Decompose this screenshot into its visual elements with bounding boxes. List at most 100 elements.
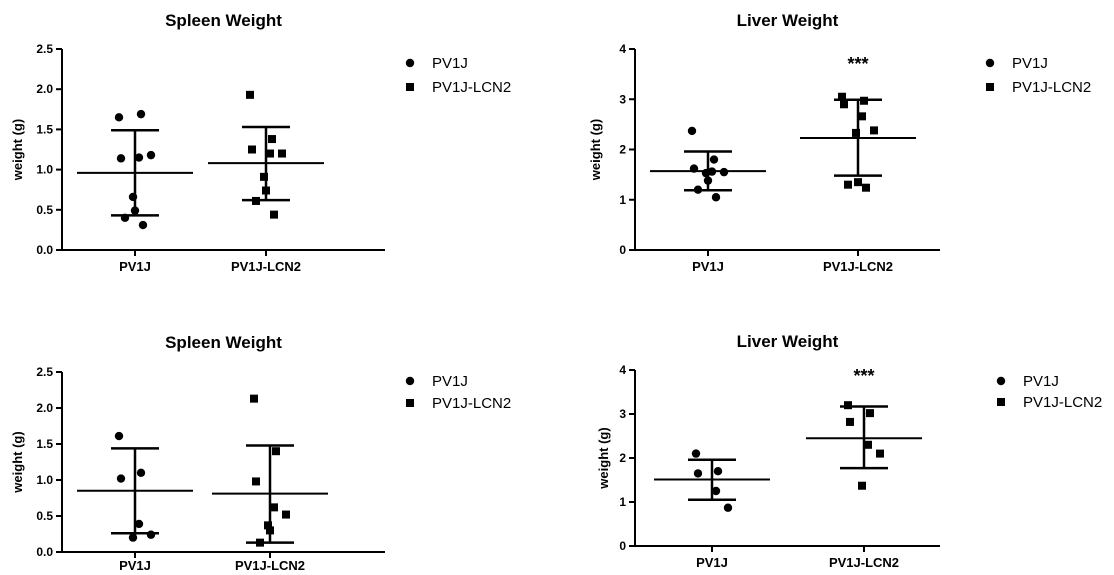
x-tick-label: PV1J [119, 259, 151, 274]
legend: PV1J PV1J-LCN2 [405, 55, 511, 96]
legend-label: PV1J-LCN2 [1023, 394, 1102, 411]
y-tick-label: 0.0 [36, 545, 53, 559]
y-tick-label: 2 [619, 143, 626, 157]
y-tick-label: 2.0 [36, 401, 53, 415]
data-point [264, 521, 272, 530]
legend-marker-square [997, 398, 1005, 406]
y-tick-label: 1.5 [36, 122, 53, 136]
y-axis-label: weight (g) [588, 119, 603, 181]
y-tick-label: 1 [619, 495, 626, 509]
legend-marker-circle [996, 376, 1006, 386]
y-tick-label: 1 [619, 193, 626, 207]
y-tick-label: 2.5 [36, 365, 53, 379]
data-point [862, 183, 870, 192]
data-point [689, 164, 699, 173]
chart-panel-4: Liver Weight weight (g) 0 1 2 3 4 PV1J PV1J-LCN2… [596, 332, 1102, 570]
y-tick-label: 2 [619, 451, 626, 465]
data-point [146, 150, 156, 160]
data-point [693, 185, 703, 194]
data-point [270, 503, 278, 512]
x-tick-label: PV1J-LCN2 [823, 259, 893, 274]
data-point [693, 469, 703, 478]
y-tick-label: 4 [619, 42, 626, 56]
y-tick-label: 1.0 [36, 163, 53, 177]
data-point [282, 510, 290, 519]
legend-label: PV1J [432, 55, 468, 72]
data-point [116, 154, 126, 163]
data-point [114, 113, 124, 122]
data-point [270, 210, 278, 219]
legend-label: PV1J-LCN2 [1012, 79, 1091, 96]
data-point [120, 213, 130, 223]
chart-title: Liver Weight [737, 332, 839, 351]
legend-label: PV1J [1023, 373, 1059, 390]
significance-annotation: *** [847, 54, 868, 74]
y-tick-label: 2.0 [36, 82, 53, 96]
data-point [262, 186, 270, 195]
data-point [138, 220, 148, 230]
series-2 [212, 394, 328, 547]
series-2 [800, 92, 916, 192]
data-point [870, 126, 878, 135]
legend-marker-square [406, 399, 414, 407]
legend-marker-square [406, 83, 414, 91]
y-tick-label: 3 [619, 407, 626, 421]
chart-title: Spleen Weight [165, 11, 282, 30]
x-tick-label: PV1J-LCN2 [829, 555, 899, 570]
data-point [846, 417, 854, 426]
series-1 [650, 126, 766, 202]
chart-title: Liver Weight [737, 11, 839, 30]
y-tick-label: 1.0 [36, 473, 53, 487]
data-point [272, 447, 280, 456]
data-point [130, 206, 140, 215]
legend-label: PV1J-LCN2 [432, 79, 511, 96]
legend: PV1J PV1J-LCN2 [985, 55, 1091, 96]
data-point [852, 128, 860, 137]
data-point [252, 477, 260, 486]
data-point [266, 149, 274, 158]
series-2 [806, 401, 922, 490]
y-tick-label: 3 [619, 92, 626, 106]
legend-label: PV1J [432, 373, 468, 390]
data-point [860, 96, 868, 105]
x-tick-label: PV1J [692, 259, 724, 274]
data-point [128, 533, 138, 542]
data-point [844, 180, 852, 189]
y-tick-label: 0 [619, 539, 626, 553]
data-point [136, 468, 146, 477]
legend-label: PV1J-LCN2 [432, 395, 511, 412]
data-point [260, 172, 268, 181]
data-point [719, 167, 729, 177]
y-tick-label: 1.5 [36, 437, 53, 451]
data-point [128, 192, 138, 202]
x-tick-label: PV1J [119, 558, 151, 573]
y-tick-label: 4 [619, 363, 626, 377]
data-point [844, 401, 852, 410]
data-point [116, 474, 126, 483]
legend-marker-circle [405, 376, 415, 386]
data-point [703, 176, 713, 185]
data-point [252, 196, 260, 205]
data-point [248, 145, 256, 154]
x-tick-label: PV1J-LCN2 [235, 558, 305, 573]
data-point [864, 440, 872, 449]
data-point [866, 409, 874, 418]
data-point [134, 519, 144, 529]
x-tick-label: PV1J [696, 555, 728, 570]
data-point [136, 109, 146, 119]
data-point [858, 112, 866, 121]
y-axis-label: weight (g) [10, 431, 25, 493]
significance-annotation: *** [853, 366, 874, 386]
data-point [687, 126, 697, 136]
series-1 [77, 109, 193, 230]
data-point [876, 449, 884, 458]
data-point [146, 530, 156, 539]
data-point [256, 538, 264, 547]
data-point [691, 449, 701, 458]
y-tick-label: 2.5 [36, 42, 53, 56]
data-point [246, 90, 254, 99]
legend: PV1J PV1J-LCN2 [996, 373, 1102, 411]
data-point [838, 92, 846, 101]
legend-marker-circle [405, 58, 415, 68]
